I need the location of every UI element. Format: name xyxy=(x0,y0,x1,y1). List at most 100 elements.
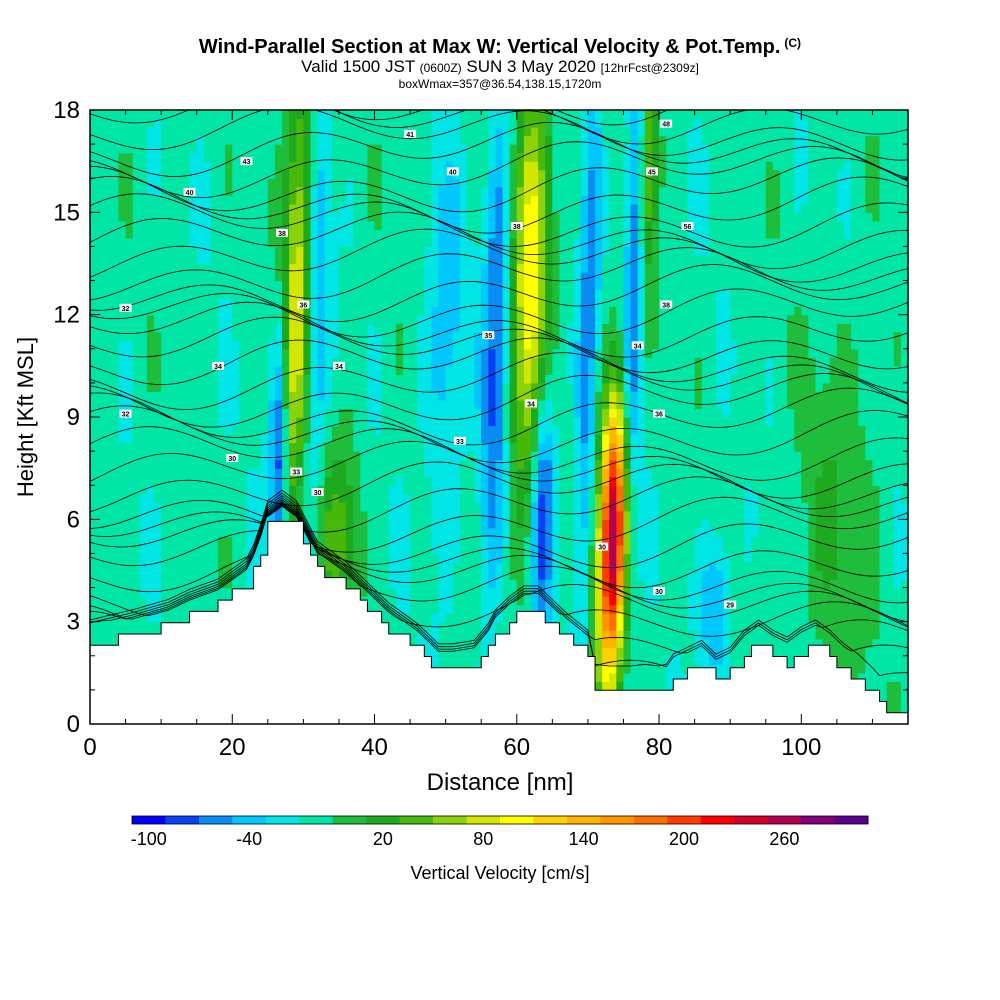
colorbar-swatch xyxy=(466,816,501,824)
colorbar-swatch xyxy=(533,816,568,824)
colorbar-swatch xyxy=(198,816,233,824)
theta-contour xyxy=(90,405,908,464)
theta-label: 30 xyxy=(596,542,609,552)
theta-label: 30 xyxy=(653,586,666,596)
theta-contour xyxy=(90,461,908,513)
theta-contour xyxy=(90,497,908,652)
theta-label: 45 xyxy=(645,167,658,176)
theta-label: 36 xyxy=(297,300,310,309)
y-tick-label: 3 xyxy=(67,609,80,636)
colorbar-swatch xyxy=(232,816,267,824)
theta-contour xyxy=(90,373,908,428)
theta-contour xyxy=(90,193,908,248)
colorbar-swatch xyxy=(165,816,200,824)
theta-label: 48 xyxy=(660,119,673,129)
theta-contour xyxy=(90,495,908,660)
terrain-mask xyxy=(90,520,908,724)
y-tick-label: 6 xyxy=(67,506,80,533)
theta-contour xyxy=(90,499,908,628)
theta-contour xyxy=(90,264,908,323)
theta-label: 32 xyxy=(119,409,132,419)
theta-label: 36 xyxy=(653,409,666,419)
box-info: boxWmax=357@36.54,138.15,1720m xyxy=(398,77,602,91)
y-tick-label: 9 xyxy=(67,404,80,431)
contour-labels: 32 32 34 30 40 43 38 36 34 33 30 41 40 35 33 38 34 30 48 45… xyxy=(119,119,737,610)
theta-label: 35 xyxy=(482,331,495,340)
theta-contour xyxy=(90,440,908,499)
colorbar-swatch xyxy=(332,816,367,824)
colorbar-tick-label: -100 xyxy=(131,829,167,849)
colorbar-swatch xyxy=(834,816,869,824)
theta-contour xyxy=(90,301,908,358)
theta-label: 30 xyxy=(311,488,324,497)
colorbar-swatch xyxy=(366,816,401,824)
x-axis-label: Distance [nm] xyxy=(427,769,574,796)
colorbar-swatch xyxy=(801,816,836,824)
colorbar-swatch xyxy=(399,816,434,824)
x-tick-label: 60 xyxy=(503,734,530,761)
colorbar-swatch xyxy=(667,816,702,824)
theta-label: 33 xyxy=(453,436,466,446)
colorbar-swatch xyxy=(734,816,769,824)
theta-label: 43 xyxy=(240,157,253,166)
chart-title: Wind-Parallel Section at Max W: Vertical… xyxy=(0,36,1000,59)
colorbar-tick-label: 200 xyxy=(669,829,699,849)
forecast-info: [12hrFcst@2309z] xyxy=(600,61,699,75)
theta-label: 38 xyxy=(276,228,289,238)
y-tick-label: 18 xyxy=(53,97,80,124)
potential-temperature-contours xyxy=(90,110,908,677)
theta-contour xyxy=(90,504,908,568)
theta-label: 33 xyxy=(290,467,303,477)
colorbar-swatch xyxy=(566,816,601,824)
theta-label: 40 xyxy=(183,187,196,197)
theta-label: 40 xyxy=(446,167,459,176)
colorbar-swatch xyxy=(500,816,534,824)
theta-contour xyxy=(90,387,908,446)
theta-contour xyxy=(90,157,908,213)
theta-label: 32 xyxy=(119,303,132,313)
colorbar-tick-label: -40 xyxy=(236,829,262,849)
colorbar-frame xyxy=(131,815,869,825)
colorbar-title: Vertical Velocity [cm/s] xyxy=(410,863,590,883)
terrain xyxy=(90,520,908,724)
y-axis-label: Height [Kft MSL] xyxy=(13,337,38,497)
colorbar-swatch xyxy=(132,816,166,824)
theta-contour xyxy=(90,121,908,178)
colorbar: -100 -40 20 80 140 200 260 xyxy=(131,815,869,849)
theta-contour xyxy=(90,288,908,338)
valid-time-line: Valid 1500 JST (0600Z) SUN 3 May 2020 [1… xyxy=(0,58,1000,77)
y-tick-label: 15 xyxy=(53,199,80,226)
theta-label: 38 xyxy=(510,221,523,231)
x-tick-label: 0 xyxy=(83,734,96,761)
theta-contour xyxy=(90,503,908,589)
x-tick-label: 100 xyxy=(781,734,821,761)
theta-contour xyxy=(90,211,908,270)
theta-contour xyxy=(90,110,908,161)
colorbar-swatch xyxy=(600,816,635,824)
theta-contour xyxy=(90,500,908,623)
theta-label: 38 xyxy=(660,300,673,309)
theta-label: 56 xyxy=(681,221,694,231)
x-tick-label: 80 xyxy=(646,734,673,761)
y-tick-label: 0 xyxy=(67,711,80,738)
colorbar-swatch xyxy=(265,816,300,824)
theta-contour xyxy=(90,337,908,393)
theta-label: 34 xyxy=(525,399,538,408)
theta-label: 34 xyxy=(332,361,345,371)
theta-label: 34 xyxy=(212,361,225,371)
theta-contour xyxy=(90,426,908,481)
y-tick-label: 12 xyxy=(53,302,80,329)
theta-contour xyxy=(90,502,908,604)
x-tick-label: 20 xyxy=(219,734,246,761)
vertical-velocity-field xyxy=(90,110,908,724)
theta-label: 30 xyxy=(226,453,239,463)
colorbar-tick-label: 260 xyxy=(769,829,799,849)
x-tick-label: 40 xyxy=(361,734,388,761)
colorbar-swatch xyxy=(633,816,668,824)
valid-date: SUN 3 May 2020 xyxy=(466,57,596,76)
theta-contour xyxy=(90,316,908,374)
theta-contour xyxy=(90,141,908,198)
colorbar-swatch xyxy=(767,816,802,824)
